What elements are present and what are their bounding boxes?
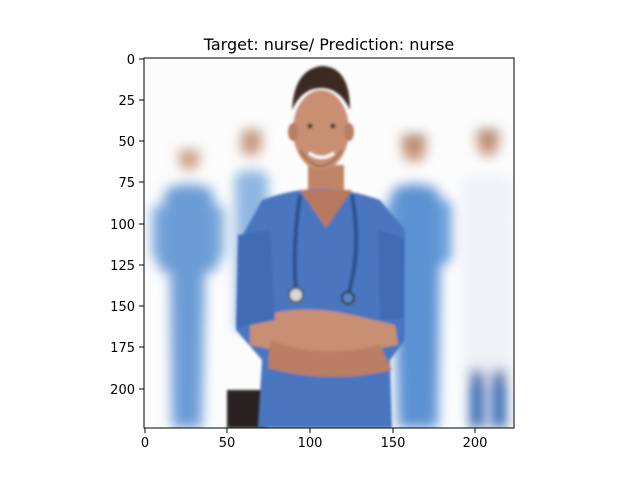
svg-text:150: 150 [110,300,135,315]
y-axis: 0 25 50 75 100 125 150 175 200 [110,53,144,398]
x-tick: 200 [463,428,488,451]
x-tick: 100 [298,428,323,451]
y-tick: 200 [110,383,144,398]
svg-text:125: 125 [110,259,135,274]
y-tick: 125 [110,259,144,274]
svg-text:25: 25 [118,94,135,109]
svg-text:0: 0 [141,436,149,451]
svg-text:50: 50 [219,436,236,451]
svg-text:100: 100 [298,436,323,451]
svg-text:75: 75 [118,176,135,191]
axes-frame [143,57,515,429]
svg-text:100: 100 [110,218,135,233]
svg-text:200: 200 [463,436,488,451]
svg-text:175: 175 [110,341,135,356]
nurse-photo [144,58,514,428]
y-tick: 175 [110,341,144,356]
x-tick: 150 [381,428,406,451]
x-tick: 0 [141,428,149,451]
y-tick: 50 [118,135,144,150]
svg-text:200: 200 [110,383,135,398]
svg-text:50: 50 [118,135,135,150]
y-tick: 25 [118,94,144,109]
svg-text:150: 150 [381,436,406,451]
x-tick: 50 [219,428,236,451]
y-tick: 150 [110,300,144,315]
svg-text:0: 0 [127,53,135,68]
main-nurse [236,66,405,428]
x-axis: 0 50 100 150 200 [141,428,488,451]
y-tick: 100 [110,218,144,233]
y-tick: 75 [118,176,144,191]
figure-title: Target: nurse/ Prediction: nurse [203,35,455,54]
y-tick: 0 [127,53,144,68]
